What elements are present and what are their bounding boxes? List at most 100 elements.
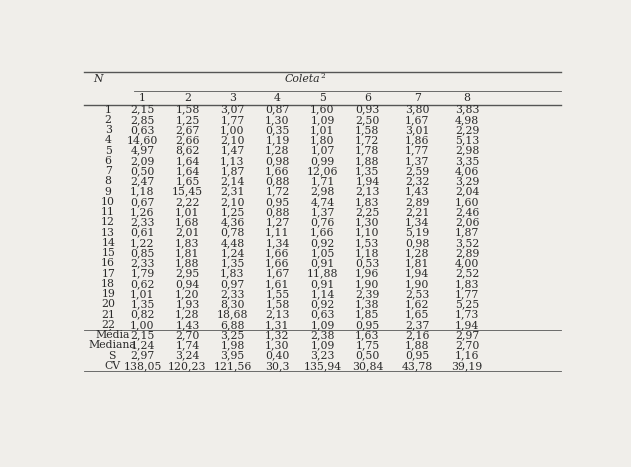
- Text: 1,80: 1,80: [310, 135, 334, 145]
- Text: 7: 7: [414, 93, 421, 103]
- Text: 11: 11: [101, 207, 115, 217]
- Text: 1,83: 1,83: [175, 238, 199, 248]
- Text: 2,89: 2,89: [405, 197, 430, 207]
- Text: 1,96: 1,96: [355, 269, 380, 279]
- Text: 4: 4: [105, 135, 112, 145]
- Text: 1,38: 1,38: [355, 299, 380, 310]
- Text: 1,28: 1,28: [175, 310, 199, 320]
- Text: 30,3: 30,3: [265, 361, 290, 371]
- Text: 1,66: 1,66: [265, 166, 290, 176]
- Text: 120,23: 120,23: [168, 361, 207, 371]
- Text: 1,18: 1,18: [355, 248, 380, 258]
- Text: 14,60: 14,60: [127, 135, 158, 145]
- Text: 1,25: 1,25: [175, 115, 199, 125]
- Text: 2,39: 2,39: [355, 289, 380, 299]
- Text: 21: 21: [101, 310, 115, 320]
- Text: 1,30: 1,30: [265, 115, 290, 125]
- Text: 0,63: 0,63: [130, 125, 155, 135]
- Text: 0,98: 0,98: [265, 156, 290, 166]
- Text: 2,46: 2,46: [455, 207, 480, 217]
- Text: 0,88: 0,88: [265, 177, 290, 186]
- Text: 4,06: 4,06: [455, 166, 480, 176]
- Text: 0,92: 0,92: [310, 238, 334, 248]
- Text: 1,66: 1,66: [265, 258, 290, 269]
- Text: 39,19: 39,19: [452, 361, 483, 371]
- Text: 0,61: 0,61: [130, 228, 155, 238]
- Text: 0,50: 0,50: [355, 351, 380, 361]
- Text: 2,01: 2,01: [175, 228, 199, 238]
- Text: 1,18: 1,18: [130, 187, 155, 197]
- Text: 1,85: 1,85: [355, 310, 380, 320]
- Text: 2,15: 2,15: [130, 105, 155, 115]
- Text: 11,88: 11,88: [307, 269, 338, 279]
- Text: 0,40: 0,40: [265, 351, 290, 361]
- Text: 2,33: 2,33: [130, 218, 155, 227]
- Text: 4,74: 4,74: [310, 197, 334, 207]
- Text: 4: 4: [274, 93, 281, 103]
- Text: 1,87: 1,87: [220, 166, 245, 176]
- Text: 1,09: 1,09: [310, 115, 334, 125]
- Text: 4,48: 4,48: [220, 238, 245, 248]
- Text: 12: 12: [101, 218, 115, 227]
- Text: 1,43: 1,43: [405, 187, 430, 197]
- Text: 1,65: 1,65: [175, 177, 199, 186]
- Text: 0,95: 0,95: [405, 351, 430, 361]
- Text: 1,88: 1,88: [175, 258, 199, 269]
- Text: 1,63: 1,63: [355, 330, 380, 340]
- Text: 1,22: 1,22: [130, 238, 155, 248]
- Text: 2,52: 2,52: [455, 269, 480, 279]
- Text: 8,30: 8,30: [220, 299, 245, 310]
- Text: 1,24: 1,24: [130, 340, 155, 350]
- Text: 1,25: 1,25: [220, 207, 245, 217]
- Text: 2,10: 2,10: [220, 197, 245, 207]
- Text: 0,76: 0,76: [310, 218, 334, 227]
- Text: 1,11: 1,11: [265, 228, 290, 238]
- Text: 2,97: 2,97: [455, 330, 480, 340]
- Text: 3,83: 3,83: [455, 105, 480, 115]
- Text: 1,83: 1,83: [455, 279, 480, 289]
- Text: 20: 20: [101, 299, 115, 310]
- Text: 2,66: 2,66: [175, 135, 199, 145]
- Text: 6,88: 6,88: [220, 320, 245, 330]
- Text: 1,47: 1,47: [220, 146, 245, 156]
- Text: 0,87: 0,87: [265, 105, 290, 115]
- Text: 5,13: 5,13: [455, 135, 480, 145]
- Text: 2,98: 2,98: [310, 187, 334, 197]
- Text: 13: 13: [101, 228, 115, 238]
- Text: Média: Média: [95, 330, 129, 340]
- Text: 1,77: 1,77: [220, 115, 245, 125]
- Text: 1,77: 1,77: [455, 289, 480, 299]
- Text: 4,36: 4,36: [220, 218, 245, 227]
- Text: 1,65: 1,65: [405, 310, 430, 320]
- Text: 3,35: 3,35: [455, 156, 480, 166]
- Text: 1: 1: [105, 105, 112, 115]
- Text: CV: CV: [104, 361, 120, 371]
- Text: 121,56: 121,56: [213, 361, 252, 371]
- Text: 1,05: 1,05: [310, 248, 334, 258]
- Text: 1,87: 1,87: [455, 228, 480, 238]
- Text: 3,07: 3,07: [220, 105, 245, 115]
- Text: 1,60: 1,60: [455, 197, 480, 207]
- Text: 1,71: 1,71: [310, 177, 334, 186]
- Text: 2,21: 2,21: [405, 207, 430, 217]
- Text: 2,33: 2,33: [220, 289, 245, 299]
- Text: 1,66: 1,66: [265, 248, 290, 258]
- Text: S: S: [109, 351, 116, 361]
- Text: 1,53: 1,53: [355, 238, 380, 248]
- Text: 14: 14: [102, 238, 115, 248]
- Text: 2,70: 2,70: [455, 340, 480, 350]
- Text: 1,37: 1,37: [405, 156, 430, 166]
- Text: 4,98: 4,98: [455, 115, 480, 125]
- Text: 1,60: 1,60: [310, 105, 334, 115]
- Text: 1,67: 1,67: [265, 269, 290, 279]
- Text: 1,81: 1,81: [405, 258, 430, 269]
- Text: 1,37: 1,37: [310, 207, 334, 217]
- Text: 1,73: 1,73: [455, 310, 480, 320]
- Text: 1,75: 1,75: [355, 340, 379, 350]
- Text: 3,23: 3,23: [310, 351, 334, 361]
- Text: 2,37: 2,37: [405, 320, 430, 330]
- Text: 2,95: 2,95: [175, 269, 199, 279]
- Text: 1,31: 1,31: [265, 320, 290, 330]
- Text: 1,30: 1,30: [355, 218, 380, 227]
- Text: 1,64: 1,64: [175, 156, 199, 166]
